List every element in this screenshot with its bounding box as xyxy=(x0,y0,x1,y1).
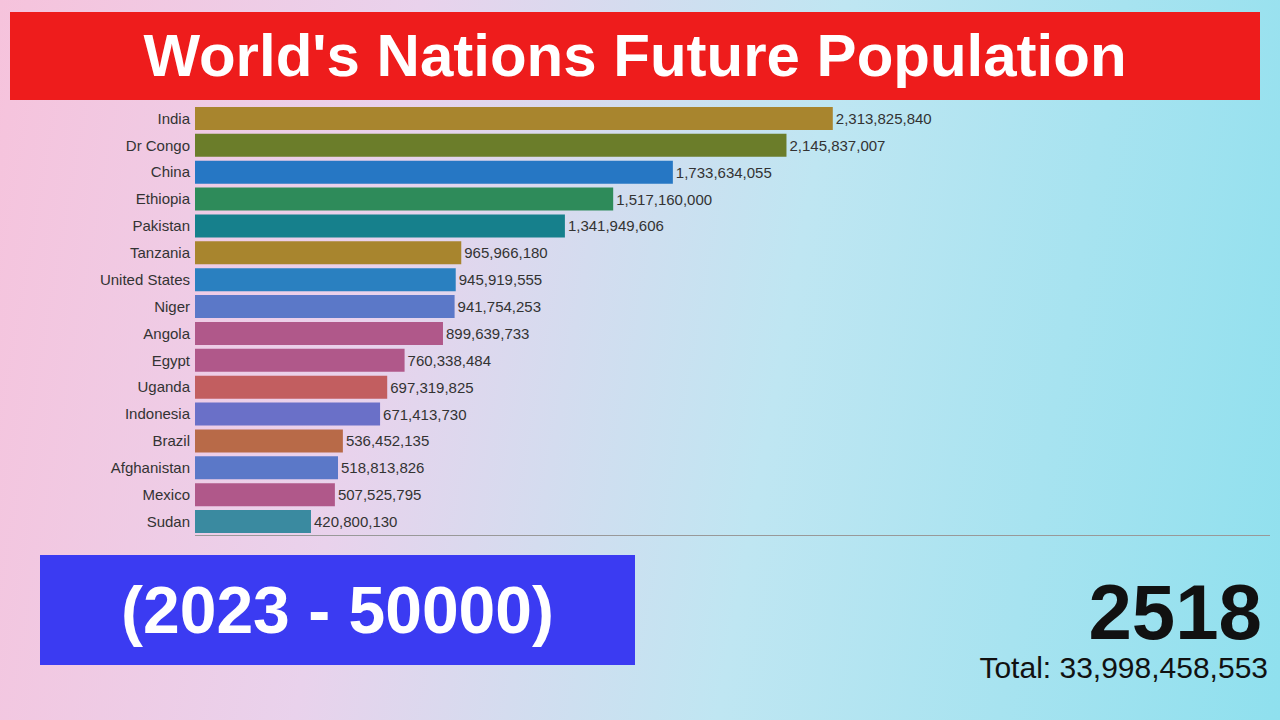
svg-text:Sudan: Sudan xyxy=(147,513,190,530)
svg-text:420,800,130: 420,800,130 xyxy=(314,513,397,530)
svg-text:India: India xyxy=(157,110,190,127)
svg-text:Pakistan: Pakistan xyxy=(132,217,190,234)
svg-text:945,919,555: 945,919,555 xyxy=(459,271,542,288)
svg-text:536,452,135: 536,452,135 xyxy=(346,432,429,449)
html-text:World's Nations Future Populat: World's Nations Future Population xyxy=(143,22,1127,89)
svg-text:507,525,795: 507,525,795 xyxy=(338,486,421,503)
svg-text:899,639,733: 899,639,733 xyxy=(446,325,529,342)
html-text:(2023 - 50000): (2023 - 50000) xyxy=(121,573,554,647)
svg-text:1,517,160,000: 1,517,160,000 xyxy=(616,191,712,208)
svg-text:China: China xyxy=(151,163,191,180)
svg-text:Mexico: Mexico xyxy=(142,486,190,503)
html-text:2518: 2518 xyxy=(1088,568,1262,656)
svg-text:941,754,253: 941,754,253 xyxy=(458,298,541,315)
svg-text:United States: United States xyxy=(100,271,190,288)
svg-text:Uganda: Uganda xyxy=(137,378,190,395)
html-text:Total: 33,998,458,553: Total: 33,998,458,553 xyxy=(979,651,1268,684)
svg-text:671,413,730: 671,413,730 xyxy=(383,406,466,423)
svg-text:Brazil: Brazil xyxy=(152,432,190,449)
svg-text:Dr Congo: Dr Congo xyxy=(126,137,190,154)
svg-text:697,319,825: 697,319,825 xyxy=(390,379,473,396)
svg-text:1,341,949,606: 1,341,949,606 xyxy=(568,217,664,234)
svg-text:518,813,826: 518,813,826 xyxy=(341,459,424,476)
svg-text:Afghanistan: Afghanistan xyxy=(111,459,190,476)
svg-text:965,966,180: 965,966,180 xyxy=(464,244,547,261)
svg-text:Niger: Niger xyxy=(154,298,190,315)
svg-text:2,313,825,840: 2,313,825,840 xyxy=(836,110,932,127)
svg-text:1,733,634,055: 1,733,634,055 xyxy=(676,164,772,181)
svg-text:Egypt: Egypt xyxy=(152,352,191,369)
svg-text:760,338,484: 760,338,484 xyxy=(408,352,491,369)
svg-text:Angola: Angola xyxy=(143,325,190,342)
svg-text:Tanzania: Tanzania xyxy=(130,244,191,261)
svg-text:Indonesia: Indonesia xyxy=(125,405,191,422)
svg-text:Ethiopia: Ethiopia xyxy=(136,190,191,207)
svg-text:2,145,837,007: 2,145,837,007 xyxy=(789,137,885,154)
